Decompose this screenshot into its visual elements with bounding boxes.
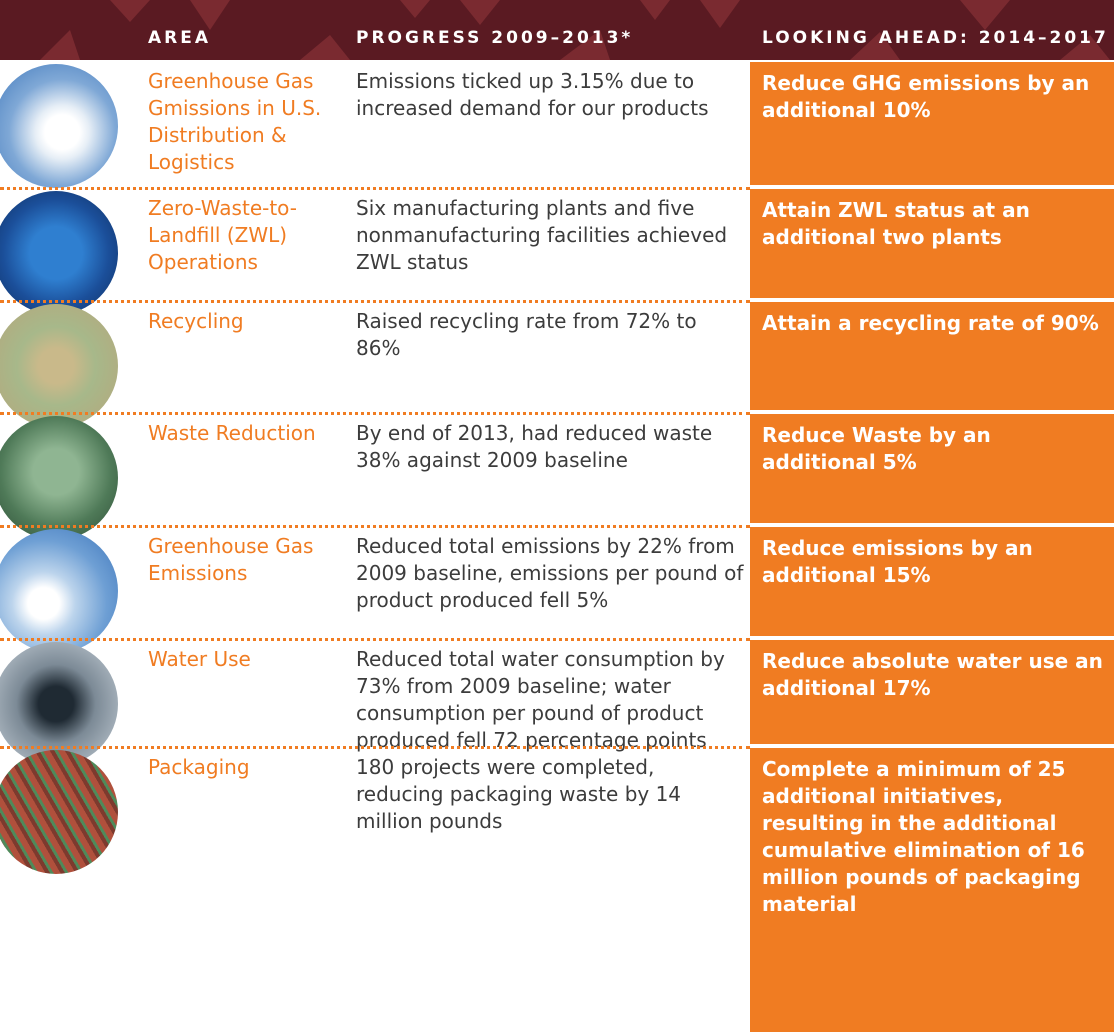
row-divider [0,187,750,190]
row-divider [0,525,750,528]
row-divider [0,746,750,749]
row-divider [0,412,750,415]
area-name: Waste Reduction [148,420,348,447]
row-image [0,416,118,540]
progress-text: 180 projects were completed, reducing pa… [356,754,746,835]
goal-text: Complete a minimum of 25 additional init… [750,748,1114,1032]
area-name: Recycling [148,308,348,335]
row-image [0,750,118,874]
row-image [0,304,118,428]
progress-text: Raised recycling rate from 72% to 86% [356,308,746,362]
area-name: Greenhouse Gas Gmissions in U.S. Distrib… [148,68,348,176]
progress-text: By end of 2013, had reduced waste 38% ag… [356,420,746,474]
row-image [0,64,118,188]
row-divider [0,638,750,641]
header-progress: PROGRESS 2009–2013* [356,28,633,48]
header-area: AREA [148,28,211,48]
goal-text: Reduce emissions by an additional 15% [750,527,1114,636]
progress-text: Six manufacturing plants and five nonman… [356,195,746,276]
area-name: Packaging [148,754,348,781]
row-image [0,191,118,315]
goal-text: Attain ZWL status at an additional two p… [750,189,1114,298]
row-divider [0,300,750,303]
row-image [0,529,118,653]
area-name: Greenhouse Gas Emissions [148,533,348,587]
header-ahead: LOOKING AHEAD: 2014–2017 [762,28,1109,48]
progress-text: Reduced total emissions by 22% from 2009… [356,533,746,614]
goal-text: Reduce GHG emissions by an additional 10… [750,62,1114,185]
area-name: Zero-Waste-to-Landfill (ZWL) Operations [148,195,348,276]
goal-text: Attain a recycling rate of 90% [750,302,1114,410]
progress-text: Reduced total water consumption by 73% f… [356,646,746,754]
goal-text: Reduce absolute water use an additional … [750,640,1114,744]
page: AREA PROGRESS 2009–2013* LOOKING AHEAD: … [0,0,1114,1034]
goal-text: Reduce Waste by an additional 5% [750,414,1114,523]
area-name: Water Use [148,646,348,673]
progress-text: Emissions ticked up 3.15% due to increas… [356,68,746,122]
